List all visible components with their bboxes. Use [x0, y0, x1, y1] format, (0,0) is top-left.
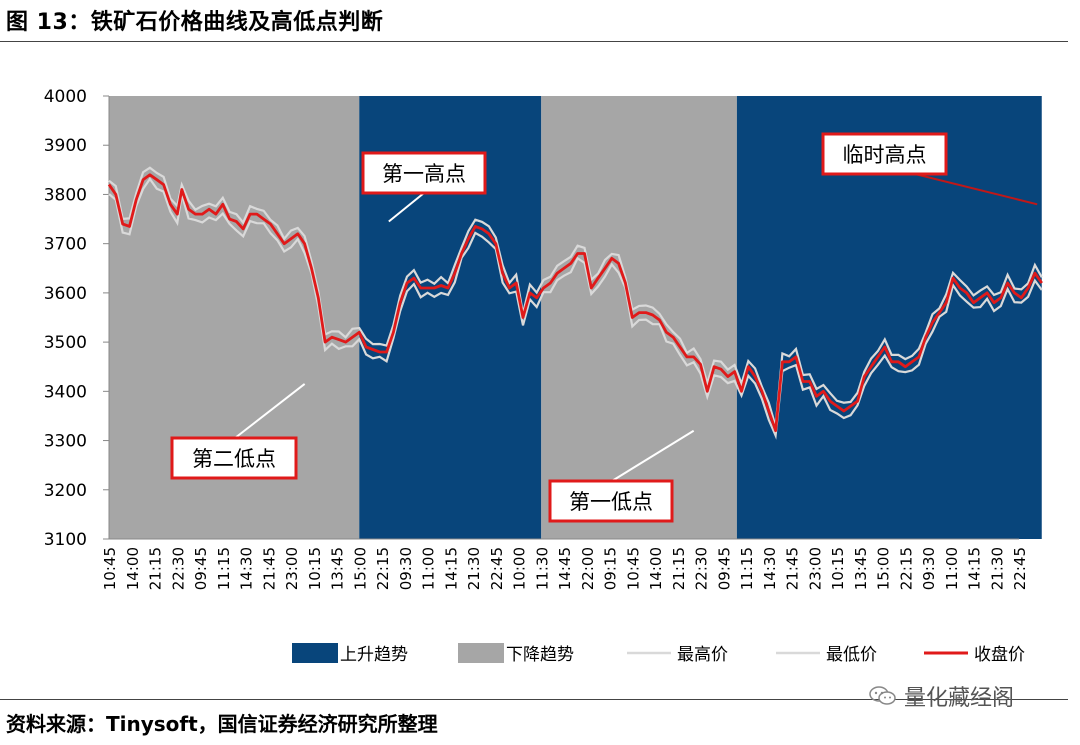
series-close-line	[107, 173, 1043, 433]
annotation-leader	[234, 383, 306, 439]
watermark-text: 量化藏经阁	[904, 686, 1015, 711]
y-tick-label: 3300	[44, 432, 87, 452]
footer-rule	[0, 699, 1068, 700]
x-tick-label: 11:30	[533, 547, 551, 590]
x-tick-label: 11:15	[215, 547, 233, 590]
legend-label: 最低价	[826, 645, 877, 665]
x-tick-label: 14:00	[647, 547, 665, 590]
x-tick-label: 21:15	[147, 547, 165, 590]
annotation-label: 临时高点	[843, 143, 927, 167]
source-note: 资料来源：Tinysoft，国信证券经济研究所整理	[6, 712, 438, 736]
x-tick-label: 11:15	[738, 547, 756, 590]
annotation-label: 第一低点	[569, 490, 653, 514]
x-tick-label: 10:15	[829, 547, 847, 590]
x-tick-label: 21:45	[260, 547, 278, 590]
title-rule	[0, 41, 1068, 42]
legend-label: 最高价	[677, 645, 728, 665]
y-tick-label: 3100	[44, 530, 87, 550]
legend-label: 下降趋势	[506, 645, 574, 665]
y-tick-label: 3700	[44, 235, 87, 255]
series-high-line	[108, 166, 1043, 427]
y-axis: 3100 3200 3300 3400 3500 3600 3700 3800 3900 4000	[44, 87, 1019, 550]
annotation-box	[361, 151, 487, 195]
x-tick-label: 23:00	[283, 547, 301, 590]
x-tick-label: 11:00	[943, 547, 961, 590]
legend-label: 上升趋势	[340, 645, 408, 665]
x-tick-label: 13:45	[329, 547, 347, 590]
x-tick-label: 22:15	[897, 547, 915, 590]
annotation-leader	[611, 429, 695, 482]
x-tick-label: 21:15	[670, 547, 688, 590]
x-tick-label: 22:30	[169, 547, 187, 590]
price-series	[107, 166, 1043, 440]
x-tick-label: 15:00	[351, 547, 369, 590]
x-tick-label: 10:45	[101, 547, 119, 590]
x-tick-label: 09:15	[602, 547, 620, 590]
y-tick-label: 4000	[44, 87, 87, 107]
x-tick-label: 21:45	[784, 547, 802, 590]
y-tick-label: 3900	[44, 136, 87, 156]
x-tick-label: 11:00	[420, 547, 438, 590]
x-tick-label: 14:30	[238, 547, 256, 590]
annotation-box	[821, 132, 948, 176]
x-tick-label: 09:30	[397, 547, 415, 590]
x-tick-label: 14:00	[124, 547, 142, 590]
x-tick-label: 10:00	[511, 547, 529, 590]
x-tick-label: 13:45	[852, 547, 870, 590]
x-tick-label: 22:45	[488, 547, 506, 590]
y-tick-label: 3200	[44, 481, 87, 501]
legend-swatch	[292, 643, 338, 663]
x-tick-label: 23:00	[806, 547, 824, 590]
annotation-label: 第一高点	[382, 162, 466, 186]
x-tick-label: 15:00	[875, 547, 893, 590]
x-tick-label: 14:15	[442, 547, 460, 590]
annotation-box	[548, 479, 674, 523]
regime-down-band	[541, 96, 737, 539]
legend: 上升趋势 下降趋势 最高价 最低价 收盘价	[292, 643, 1025, 665]
annotation-leader	[388, 192, 425, 223]
y-tick-label: 3400	[44, 382, 87, 402]
y-tick-label: 3800	[44, 185, 87, 205]
figure-title: 图 13：铁矿石价格曲线及高低点判断	[6, 10, 384, 35]
annotation-leader	[914, 173, 1038, 206]
series-low-line	[108, 177, 1043, 440]
x-tick-label: 21:30	[988, 547, 1006, 590]
watermark: 量化藏经阁	[868, 680, 1014, 712]
y-tick-label: 3500	[44, 333, 87, 353]
x-tick-label: 21:30	[465, 547, 483, 590]
legend-label: 收盘价	[974, 645, 1025, 665]
x-tick-label: 22:15	[374, 547, 392, 590]
x-tick-label: 09:30	[920, 547, 938, 590]
x-tick-label: 10:45	[624, 547, 642, 590]
x-tick-label: 10:15	[306, 547, 324, 590]
x-tick-label: 09:45	[192, 547, 210, 590]
x-tick-label: 14:30	[761, 547, 779, 590]
y-tick-label: 3600	[44, 284, 87, 304]
x-tick-label: 14:45	[556, 547, 574, 590]
x-tick-label: 22:00	[579, 547, 597, 590]
x-tick-label: 09:45	[715, 547, 733, 590]
annotation-label: 第二低点	[192, 447, 276, 471]
x-tick-label: 22:30	[693, 547, 711, 590]
x-tick-label: 14:15	[966, 547, 984, 590]
legend-swatch	[458, 643, 504, 663]
x-tick-label: 22:45	[1011, 547, 1029, 590]
x-axis: 10:45 14:00 21:15 22:30 09:45 11:15 14:30 21:45…	[101, 547, 1029, 590]
annotation-box	[170, 436, 298, 480]
wechat-icon	[869, 686, 896, 705]
iron-ore-chart: 3100 3200 3300 3400 3500 3600 3700 3800 3900 4000…	[44, 87, 1043, 665]
